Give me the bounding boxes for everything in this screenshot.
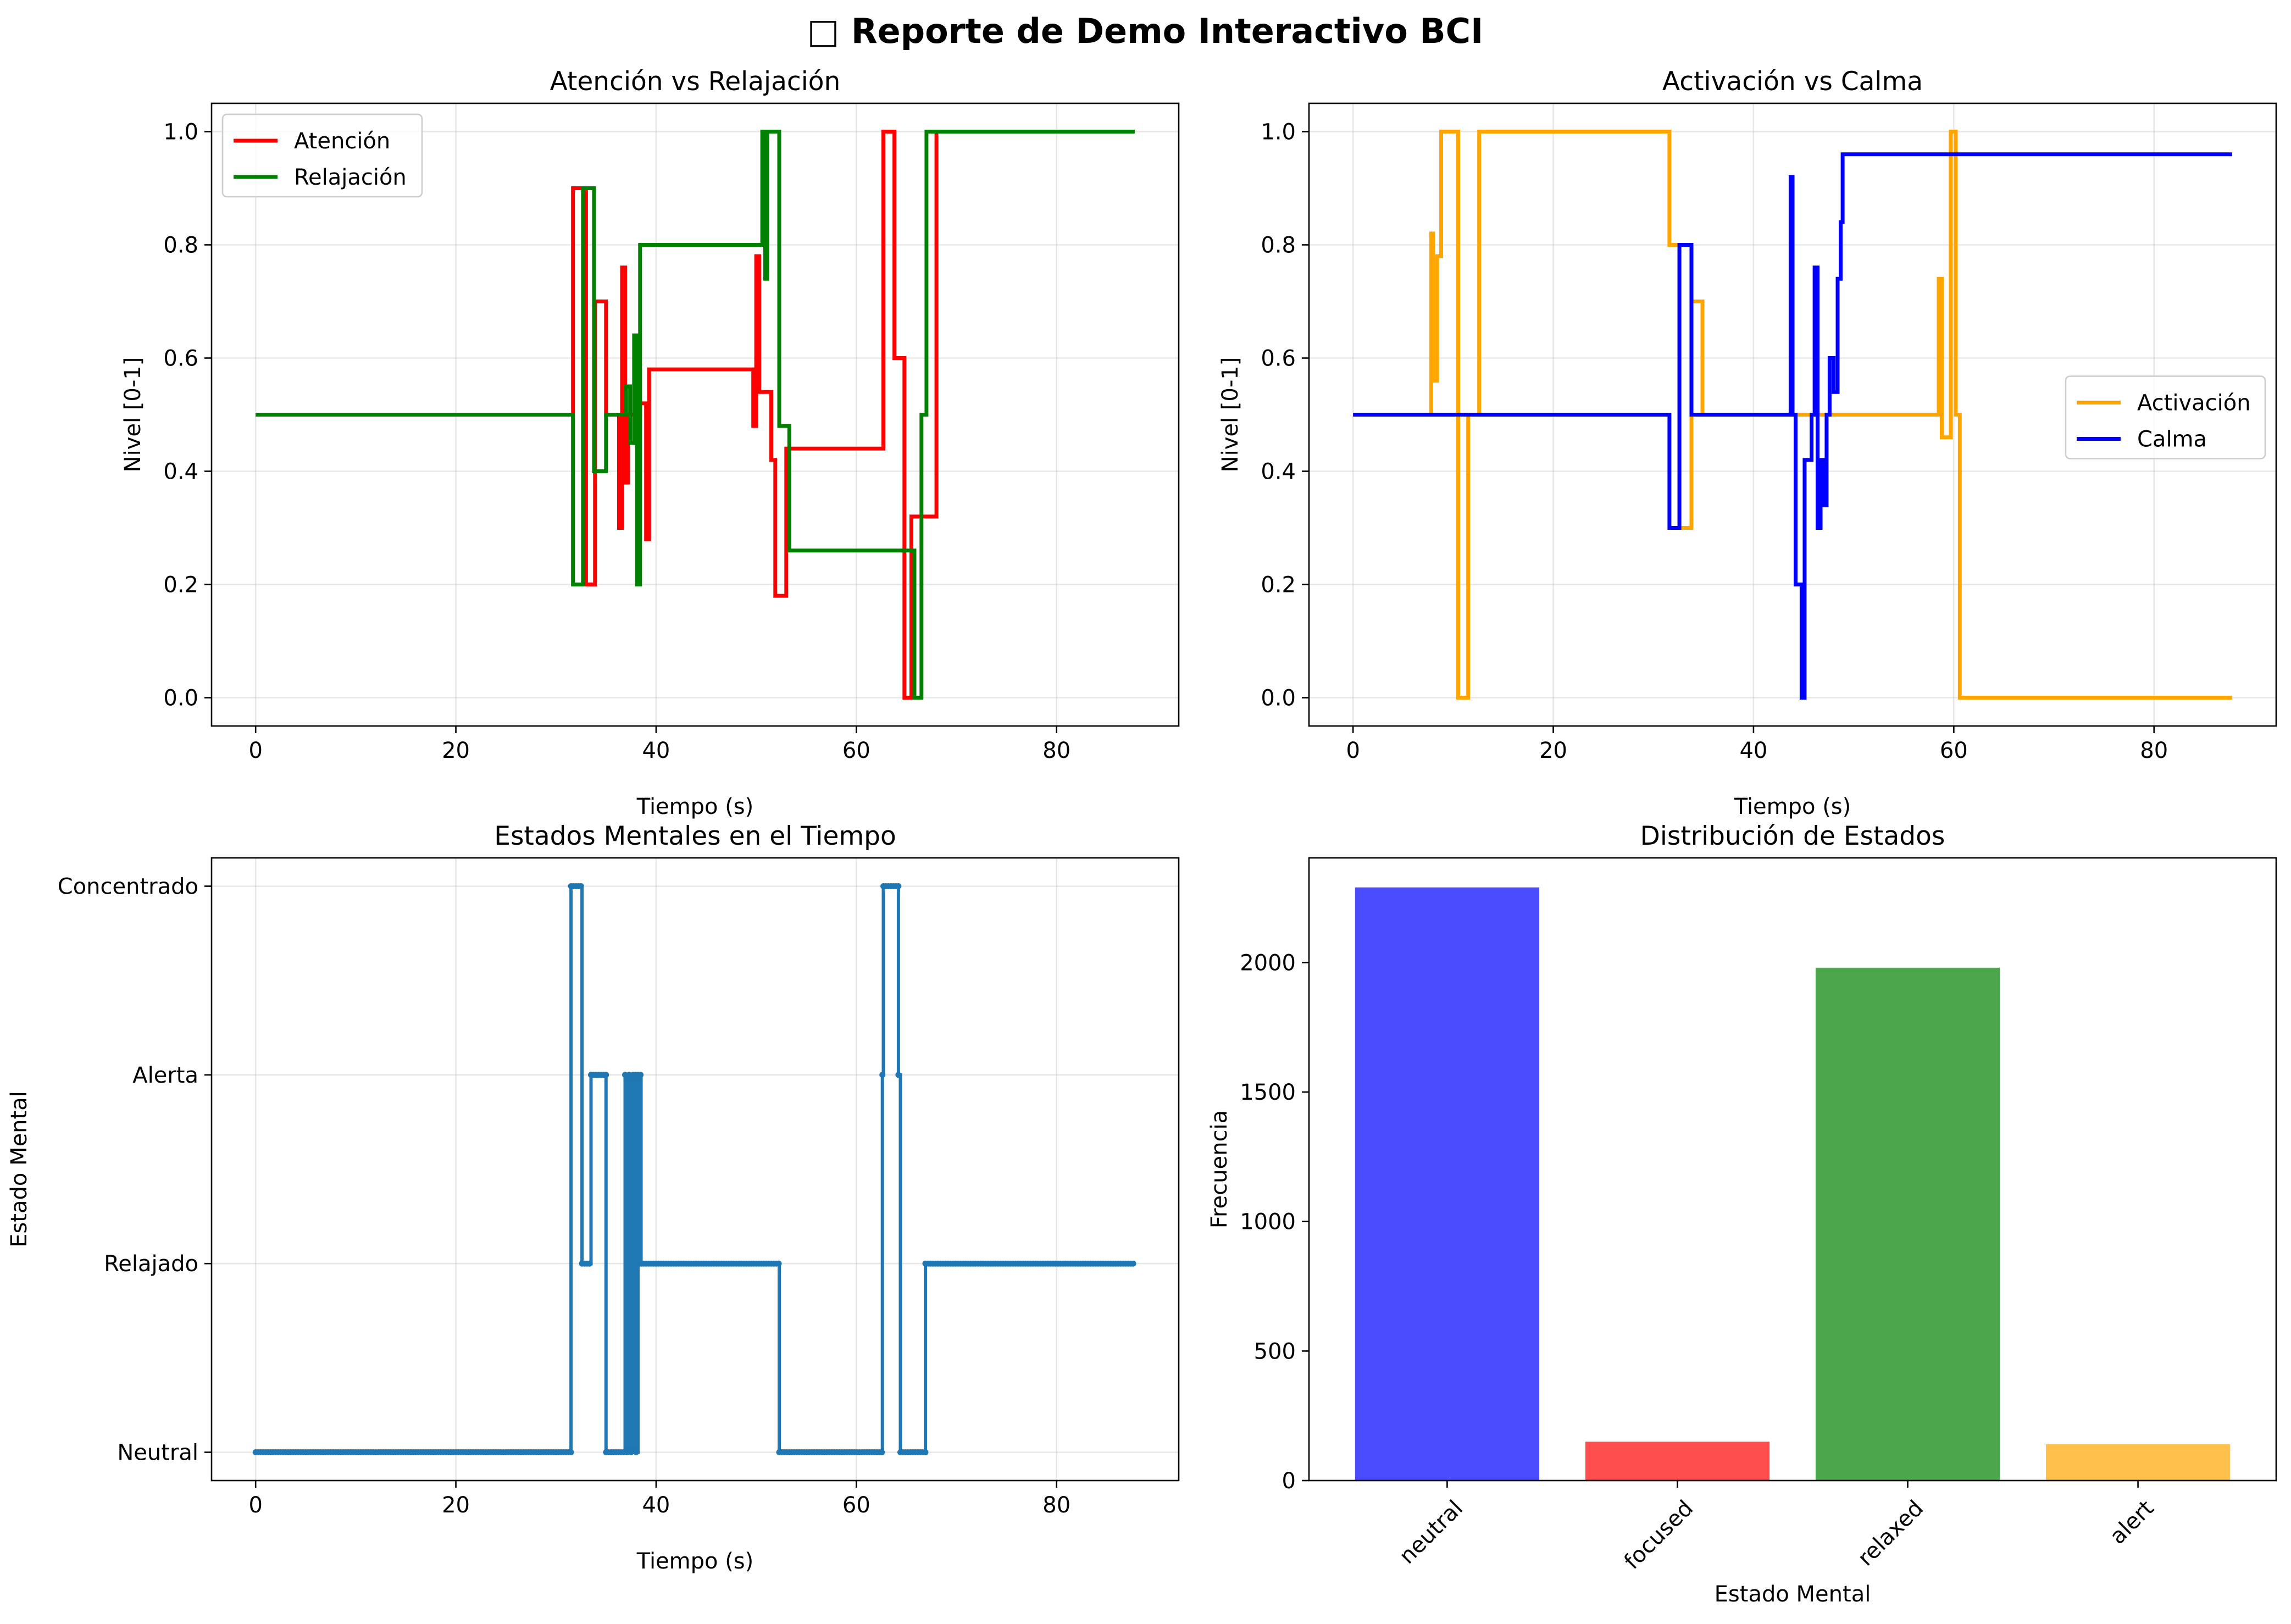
- y-tick-label: 0: [1282, 1468, 1296, 1494]
- y-tick-label: 0.2: [1261, 573, 1296, 598]
- x-tick-label: alert: [2105, 1495, 2159, 1549]
- x-tick-label: 60: [842, 738, 870, 763]
- legend: Activación Calma: [2065, 375, 2266, 459]
- x-tick-label: relaxed: [1853, 1495, 1928, 1571]
- state-marker: [628, 1449, 634, 1455]
- legend-label: Relajación: [294, 165, 407, 190]
- state-marker: [879, 1449, 885, 1455]
- x-tick-label: 0: [1346, 738, 1360, 763]
- figure-title: □ Reporte de Demo Interactivo BCI: [807, 11, 1483, 51]
- y-tick-label: 1500: [1240, 1080, 1296, 1105]
- x-tick-label: 80: [1042, 1493, 1070, 1518]
- legend-label: Calma: [2137, 427, 2207, 452]
- state-marker: [633, 1449, 639, 1455]
- state-marker: [586, 1260, 593, 1267]
- axes-frame: [210, 857, 1180, 1482]
- series-line-relajación: [256, 130, 1135, 700]
- state-marker: [895, 1072, 902, 1078]
- y-tick-label: 1000: [1240, 1210, 1296, 1235]
- x-tick-label: 80: [2140, 738, 2168, 763]
- x-tick-label: 60: [1940, 738, 1968, 763]
- axes-frame: [1308, 102, 2277, 727]
- legend-label: Activación: [2137, 391, 2251, 416]
- axes-frame: [210, 102, 1180, 727]
- y-tick-label: 0.8: [163, 233, 198, 258]
- x-axis-label: Estado Mental: [1715, 1582, 1871, 1607]
- state-marker: [603, 1072, 609, 1078]
- x-tick-label: 40: [642, 1493, 670, 1518]
- y-tick-label: 0.6: [163, 346, 198, 372]
- x-axis-label: Tiempo (s): [636, 794, 754, 819]
- series-line-atención: [256, 130, 1135, 700]
- series-line-activación: [1353, 130, 2232, 700]
- y-axis-label: Nivel [0-1]: [120, 357, 146, 473]
- x-tick-label: 20: [442, 1493, 470, 1518]
- bar-alert: [2046, 1444, 2231, 1481]
- chart-title: Distribución de Estados: [1640, 821, 1945, 851]
- chart-title: Activación vs Calma: [1662, 66, 1923, 97]
- y-tick-label: 0.8: [1261, 233, 1296, 258]
- bar-neutral: [1355, 887, 1539, 1481]
- x-axis-label: Tiempo (s): [1734, 794, 1851, 819]
- state-marker: [637, 1072, 644, 1078]
- x-tick-label: focused: [1619, 1495, 1698, 1574]
- legend-label: Atención: [294, 129, 390, 154]
- x-axis-label: Tiempo (s): [636, 1549, 754, 1574]
- series-line-calma: [1353, 152, 2232, 700]
- y-tick-label: 1.0: [1261, 120, 1296, 145]
- y-axis-label: Estado Mental: [7, 1091, 32, 1248]
- attention-relaxation-chart: 0 20 40 60 80 0.0 0.2 0.4 0.6 0.8 1.0 Atención vs R…: [120, 66, 1180, 819]
- x-tick-label: 80: [1042, 738, 1070, 763]
- x-tick-label: 0: [248, 738, 262, 763]
- state-marker: [578, 883, 584, 889]
- x-tick-label: 20: [442, 738, 470, 763]
- y-tick-label: 500: [1254, 1339, 1296, 1364]
- state-marker: [775, 1260, 782, 1267]
- x-tick-label: 20: [1539, 738, 1567, 763]
- y-tick-label: 0.0: [163, 686, 198, 711]
- y-tick-label: 0.2: [163, 573, 198, 598]
- y-tick-label: 0.4: [163, 459, 198, 485]
- y-tick-label: Alerta: [132, 1063, 198, 1088]
- mental-states-chart: 0 20 40 60 80 Neutral Relajado Alerta Concentrad…: [7, 821, 1180, 1574]
- y-axis-label: Nivel [0-1]: [1218, 357, 1243, 473]
- y-tick-label: Neutral: [117, 1440, 198, 1466]
- y-axis-label: Frecuencia: [1207, 1110, 1232, 1228]
- legend: Atención Relajación: [221, 113, 423, 198]
- x-tick-label: 0: [248, 1493, 262, 1518]
- state-distribution-chart: 0 500 1000 1500 2000 neutral focused relaxed ale…: [1207, 821, 2277, 1607]
- bar-focused: [1585, 1442, 1770, 1481]
- x-tick-label: neutral: [1395, 1495, 1468, 1569]
- bar-relaxed: [1815, 967, 2000, 1481]
- y-tick-label: 1.0: [163, 120, 198, 145]
- y-tick-label: Concentrado: [58, 874, 198, 900]
- y-tick-label: 2000: [1240, 950, 1296, 975]
- y-tick-label: Relajado: [104, 1251, 198, 1277]
- chart-title: Atención vs Relajación: [550, 66, 841, 97]
- y-tick-label: 0.4: [1261, 459, 1296, 485]
- y-tick-label: 0.6: [1261, 346, 1296, 372]
- y-tick-label: 0.0: [1261, 686, 1296, 711]
- x-tick-label: 60: [842, 1493, 870, 1518]
- state-marker: [879, 1072, 886, 1078]
- state-marker: [1130, 1260, 1136, 1267]
- series-line-estado: [256, 884, 1135, 1454]
- state-marker: [922, 1449, 929, 1455]
- axes-frame: [1308, 857, 2277, 1482]
- x-tick-label: 40: [1739, 738, 1767, 763]
- chart-title: Estados Mentales en el Tiempo: [494, 821, 896, 851]
- activation-calm-chart: 0 20 40 60 80 0.0 0.2 0.4 0.6 0.8 1.0 Activación vs…: [1218, 66, 2277, 819]
- x-tick-label: 40: [642, 738, 670, 763]
- state-marker: [895, 883, 902, 889]
- state-marker: [568, 1449, 574, 1455]
